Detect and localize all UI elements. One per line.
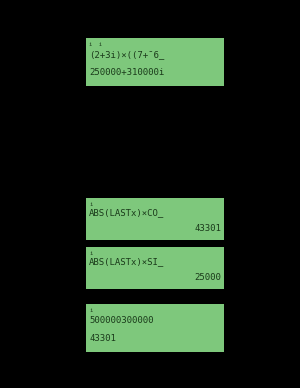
Bar bbox=[86, 38, 224, 86]
Text: i: i bbox=[89, 202, 92, 207]
Text: 250000+310000i: 250000+310000i bbox=[89, 68, 164, 77]
Text: 43301: 43301 bbox=[194, 224, 221, 233]
Bar bbox=[86, 198, 224, 240]
Bar bbox=[86, 304, 224, 352]
Text: i: i bbox=[89, 251, 92, 256]
Text: ABS(LASTx)×SI_: ABS(LASTx)×SI_ bbox=[89, 257, 164, 266]
Text: 43301: 43301 bbox=[89, 334, 116, 343]
Text: (2+3i)×((7+¯6_: (2+3i)×((7+¯6_ bbox=[89, 50, 164, 59]
Text: 25000: 25000 bbox=[194, 273, 221, 282]
Bar bbox=[86, 247, 224, 289]
Text: i  i: i i bbox=[89, 42, 102, 47]
Text: 500000300000: 500000300000 bbox=[89, 316, 154, 325]
Text: ABS(LASTx)×CO_: ABS(LASTx)×CO_ bbox=[89, 208, 164, 217]
Text: i: i bbox=[89, 308, 92, 313]
